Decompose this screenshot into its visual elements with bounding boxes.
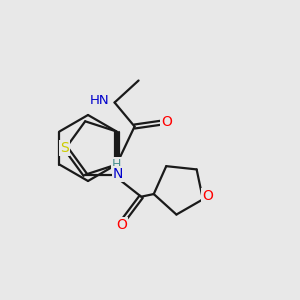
Text: O: O: [116, 218, 127, 232]
Text: S: S: [60, 141, 69, 155]
Text: O: O: [161, 116, 172, 130]
Text: O: O: [202, 189, 213, 203]
Text: HN: HN: [90, 94, 110, 107]
Text: H: H: [112, 158, 121, 171]
Text: N: N: [113, 167, 123, 181]
